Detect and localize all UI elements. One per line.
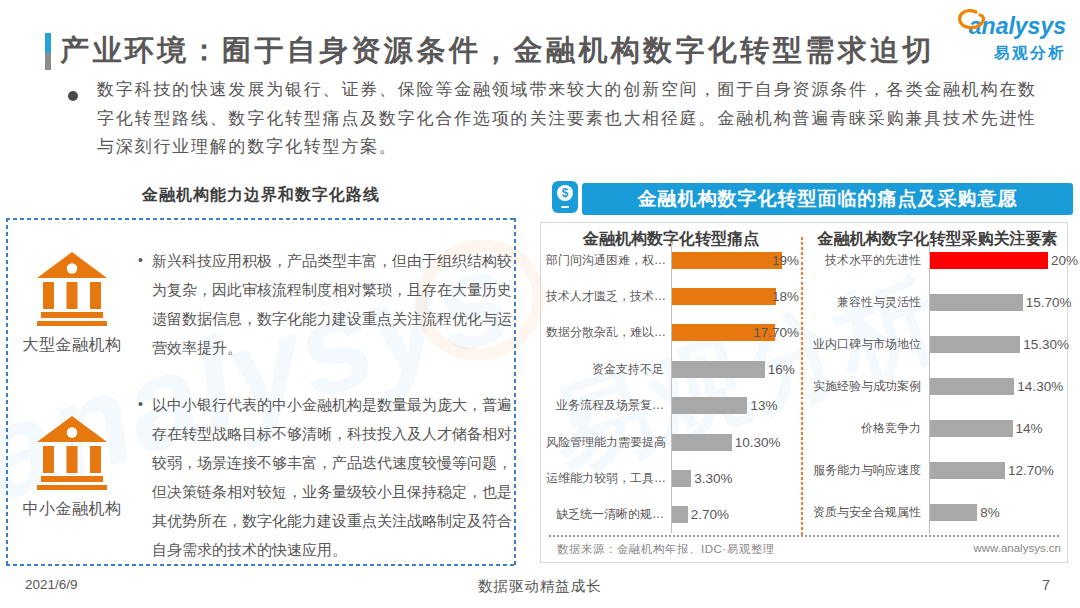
chart-value-label: 20% — [1051, 253, 1078, 268]
chart-value-label: 16% — [768, 362, 795, 377]
chart-category-label: 价格竞争力 — [801, 420, 929, 437]
chart-row: 部门间沟通困难，权… 19% — [546, 242, 804, 278]
institution-label: 中小金融机构 — [10, 499, 134, 520]
chart-category-label: 风险管理能力需要提高 — [546, 434, 671, 451]
chart-bar — [930, 294, 1023, 311]
chart-bar — [672, 252, 782, 269]
chart-value-label: 18% — [772, 289, 799, 304]
chart-bar — [672, 361, 765, 378]
money-circle-icon: $ — [552, 181, 578, 213]
chart-value-label: 8% — [980, 505, 1000, 520]
website-link: www.analysys.cn — [973, 542, 1061, 554]
chart-bar — [930, 462, 1005, 479]
footer-page-number: 7 — [1042, 577, 1050, 593]
chart-category-label: 技术水平的先进性 — [801, 252, 929, 269]
bullet-icon — [68, 91, 78, 101]
chart-bar — [672, 288, 776, 305]
sub-bullet-icon: • — [138, 246, 152, 362]
intro-bullet: 数字科技的快速发展为银行、证券、保险等金融领域带来较大的创新空间，囿于自身资源条… — [68, 76, 1058, 162]
chart-bar — [930, 504, 977, 521]
chart-bar — [930, 420, 1013, 437]
institution-label: 大型金融机构 — [10, 335, 134, 356]
chart-category-label: 运维能力较弱，工具… — [546, 470, 671, 487]
chart-row: 价格竞争力 14% — [801, 408, 1069, 450]
left-section-title: 金融机构能力边界和数字化路线 — [6, 185, 516, 206]
chart-value-label: 2.70% — [691, 507, 729, 522]
page-title: 产业环境：囿于自身资源条件，金融机构数字化转型需求迫切 — [60, 31, 935, 71]
chart-panel: 金融机构数字化转型痛点 金融机构数字化转型采购关注要素 部门间沟通困难，权…19… — [540, 222, 1068, 563]
chart-row: 资金支持不足 16% — [546, 351, 804, 387]
chart-bar — [672, 397, 747, 414]
logo-text-cn: 易观分析 — [926, 43, 1066, 64]
chart-category-label: 兼容性与灵活性 — [801, 294, 929, 311]
data-source: 数据来源：金融机构年报、IDC·易观整理 — [557, 542, 775, 557]
chart-value-label: 15.70% — [1026, 295, 1072, 310]
chart-value-label: 19% — [772, 253, 799, 268]
chart-row: 实施经验与成功案例 14.30% — [801, 365, 1069, 407]
sub-bullet-icon: • — [138, 390, 152, 564]
chart-category-label: 实施经验与成功案例 — [801, 378, 929, 395]
chart-category-label: 服务能力与响应速度 — [801, 462, 929, 479]
institution-desc: • 以中小银行代表的中小金融机构是数量最为庞大，普遍存在转型战略目标不够清晰，科… — [138, 390, 514, 564]
chart-category-label: 数据分散杂乱，难以… — [546, 324, 671, 341]
chart-value-label: 14.30% — [1017, 379, 1063, 394]
chart-category-label: 部门间沟通困难，权… — [546, 252, 671, 269]
chart-bar — [930, 336, 1020, 353]
chart-value-label: 13% — [750, 398, 777, 413]
chart-row: 服务能力与响应速度 12.70% — [801, 450, 1069, 492]
chart-value-label: 14% — [1016, 421, 1043, 436]
chart-row: 资质与安全合规属性 8% — [801, 492, 1069, 534]
chart-category-label: 资质与安全合规属性 — [801, 504, 929, 521]
chart-bar — [672, 506, 688, 523]
chart-row: 技术人才匮乏，技术… 18% — [546, 278, 804, 314]
chart-value-label: 10.30% — [735, 435, 781, 450]
chart-value-label: 15.30% — [1023, 337, 1069, 352]
bank-icon — [37, 416, 107, 490]
institution-icon-small: 中小金融机构 — [10, 416, 134, 520]
bank-icon — [37, 252, 107, 326]
institution-desc: • 新兴科技应用积极，产品类型丰富，但由于组织结构较为复杂，因此审核流程制度相对… — [138, 246, 514, 362]
chart-bar — [672, 434, 732, 451]
panel-banner-title: 金融机构数字化转型面临的痛点及采购意愿 — [582, 183, 1073, 215]
institution-icon-large: 大型金融机构 — [10, 252, 134, 356]
chart-value-label: 17.70% — [753, 325, 799, 340]
chart-bar — [930, 378, 1014, 395]
chart-row: 技术水平的先进性20% — [801, 239, 1069, 281]
chart-value-label: 12.70% — [1008, 463, 1054, 478]
analysys-logo: analysys 易观分析 — [926, 13, 1066, 64]
chart-category-label: 业内口碑与市场地位 — [801, 336, 929, 353]
footer-slogan: 数据驱动精益成长 — [0, 577, 1080, 596]
chart-row: 业内口碑与市场地位 15.30% — [801, 323, 1069, 365]
source-separator — [549, 535, 1060, 537]
intro-text: 数字科技的快速发展为银行、证券、保险等金融领域带来较大的创新空间，囿于自身资源条… — [97, 76, 1052, 162]
chart-row: 数据分散杂乱，难以… 17.70% — [546, 315, 804, 351]
capability-box: 大型金融机构 • 新兴科技应用积极，产品类型丰富，但由于组织结构较为复杂，因此审… — [6, 218, 516, 566]
chart-category-label: 业务流程及场景复… — [546, 397, 671, 414]
chart-row: 业务流程及场景复… 13% — [546, 388, 804, 424]
chart-row: 兼容性与灵活性 15.70% — [801, 281, 1069, 323]
chart-bar — [930, 252, 1048, 269]
chart-category-label: 缺乏统一清晰的规… — [546, 506, 671, 523]
chart-bar — [672, 470, 691, 487]
chart-row: 风险管理能力需要提高 10.30% — [546, 424, 804, 460]
chart-category-label: 资金支持不足 — [546, 361, 671, 378]
painpoints-chart: 部门间沟通困难，权… 19% 技术人才匮乏，技术… 18% 数据分散杂乱，难以… 17.7… — [546, 242, 804, 533]
title-accent-bar — [45, 33, 51, 70]
logo-swirl-icon — [956, 8, 988, 33]
chart-row: 运维能力较弱，工具… 3.30% — [546, 460, 804, 496]
chart-row: 缺乏统一清晰的规… 2.70% — [546, 497, 804, 533]
procurement-chart: 技术水平的先进性20% 兼容性与灵活性 15.70% 业内口碑与市场地位 15.30% 实… — [801, 239, 1069, 534]
chart-category-label: 技术人才匮乏，技术… — [546, 288, 671, 305]
chart-value-label: 3.30% — [694, 471, 732, 486]
